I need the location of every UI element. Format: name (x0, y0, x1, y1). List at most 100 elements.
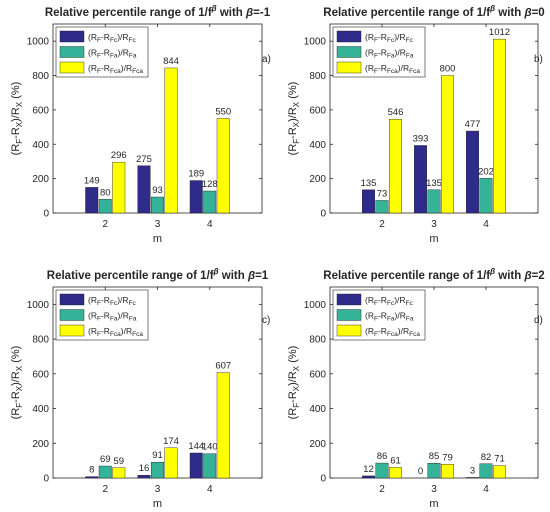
data-label: 16 (139, 463, 150, 474)
x-tick-label: 3 (431, 219, 437, 230)
bar-4-series-3 (493, 465, 506, 479)
panel-tag: c) (262, 315, 270, 326)
data-label: 85 (429, 451, 440, 462)
data-label: 73 (377, 188, 388, 199)
bar-2-series-3 (112, 161, 126, 214)
bar-2-series-3 (389, 467, 402, 479)
y-tick-label: 0 (320, 474, 326, 485)
x-tick-label: 3 (431, 484, 437, 495)
x-tick-label: 3 (155, 219, 161, 230)
x-tick-label: 2 (102, 484, 108, 495)
x-axis-label: m (153, 233, 162, 245)
y-tick-label: 1000 (304, 37, 327, 48)
x-tick-label: 2 (102, 219, 108, 230)
data-label: 0 (418, 466, 423, 477)
x-axis-label: m (429, 233, 438, 245)
bar-2-series-2 (98, 199, 112, 214)
data-label: 3 (470, 465, 475, 476)
y-tick-label: 200 (309, 174, 326, 185)
data-label: 135 (361, 178, 377, 189)
legend-swatch-series-1 (336, 293, 362, 306)
x-tick-label: 2 (379, 219, 385, 230)
data-label: 8 (89, 465, 94, 476)
legend-entry-series-1: (RF-RFc)/RFc (88, 295, 137, 307)
legend-entry-series-3: (RF-RFca)/RFca (88, 63, 143, 75)
bar-2-series-1 (85, 476, 99, 479)
data-label: 91 (152, 450, 163, 461)
data-label: 202 (478, 166, 494, 177)
data-label: 80 (100, 187, 111, 198)
y-tick-label: 0 (43, 474, 49, 485)
data-label: 59 (113, 456, 124, 467)
y-tick-label: 600 (32, 105, 49, 116)
y-tick-label: 600 (32, 369, 49, 380)
bar-2-series-2 (375, 462, 389, 479)
legend-swatch-series-2 (59, 309, 85, 321)
bar-4-series-3 (216, 118, 230, 214)
data-label: 86 (377, 451, 388, 462)
legend-swatch-series-1 (59, 293, 85, 306)
y-axis-label: (RF-RX)/RX (%) (287, 82, 301, 156)
y-tick-label: 400 (309, 404, 326, 415)
legend-entry-series-3: (RF-RFca)/RFca (88, 326, 143, 338)
bar-2-series-3 (389, 118, 402, 214)
data-label: 393 (413, 133, 429, 144)
y-tick-label: 800 (309, 335, 326, 346)
data-label: 477 (465, 119, 481, 130)
data-label: 275 (136, 154, 152, 165)
y-tick-label: 1000 (27, 300, 50, 311)
x-tick-label: 4 (483, 219, 489, 230)
y-axis-label: (RF-RX)/RX (%) (10, 82, 24, 156)
legend-entry-series-1: (RF-RFc)/RFc (88, 32, 137, 44)
y-tick-label: 1000 (304, 300, 327, 311)
bar-2-series-1 (362, 189, 375, 214)
data-label: 61 (390, 455, 401, 466)
bar-2-series-3 (112, 467, 126, 479)
bar-3-series-3 (441, 75, 454, 214)
legend-swatch-series-2 (336, 309, 362, 321)
legend: (RF-RFc)/RFc (RF-RFa)/RFa (RF-RFca)/RFca (332, 289, 426, 341)
bar-3-series-2 (151, 196, 164, 214)
y-tick-label: 200 (32, 174, 49, 185)
y-axis-label: (RF-RX)/RX (%) (287, 346, 301, 420)
bar-3-series-2 (427, 189, 441, 214)
y-tick-label: 600 (309, 105, 326, 116)
y-tick-label: 200 (309, 439, 326, 450)
bar-3-series-3 (441, 464, 454, 479)
legend-swatch-series-2 (59, 46, 85, 58)
x-tick-label: 3 (155, 484, 161, 495)
panel-tag: d) (534, 315, 543, 326)
bar-3-series-1 (137, 165, 151, 214)
y-tick-label: 800 (309, 71, 326, 82)
chart-title: Relative percentile range of 1/fβ with β… (323, 267, 544, 282)
x-tick-label: 4 (483, 484, 489, 495)
bar-2-series-1 (85, 187, 99, 214)
legend: (RF-RFc)/RFc (RF-RFa)/RFa (RF-RFca)/RFca (332, 26, 426, 78)
data-label: 800 (440, 64, 456, 75)
x-axis-label: m (153, 498, 162, 510)
bar-3-series-3 (164, 67, 178, 214)
legend-swatch-series-3 (336, 61, 362, 74)
data-label: 140 (202, 442, 218, 453)
x-tick-label: 2 (379, 484, 385, 495)
bar-4-series-3 (216, 372, 230, 479)
bar-4-series-2 (203, 190, 217, 214)
bar-2-series-2 (98, 465, 112, 479)
data-label: 144 (188, 441, 204, 452)
legend-swatch-series-3 (59, 61, 85, 74)
legend-swatch-series-1 (336, 30, 362, 43)
chart-title: Relative percentile range of 1/fβ with β… (45, 4, 271, 19)
chart-title: Relative percentile range of 1/fβ with β… (323, 4, 544, 19)
bar-4-series-2 (479, 178, 493, 214)
bar-3-series-2 (151, 461, 164, 479)
bar-3-series-3 (164, 447, 178, 479)
legend-entry-series-2: (RF-RFa)/RFa (88, 311, 137, 323)
data-label: 128 (202, 179, 218, 190)
x-axis-label: m (429, 498, 438, 510)
y-tick-label: 800 (32, 71, 49, 82)
bar-3-series-1 (414, 145, 427, 214)
data-label: 844 (163, 56, 179, 67)
